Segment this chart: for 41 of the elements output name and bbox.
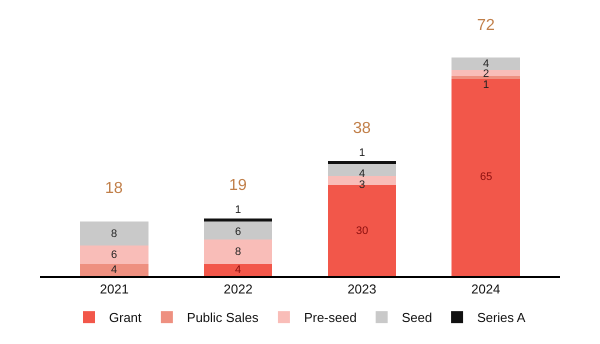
total-label: 72 [477, 17, 495, 34]
data-label: 1 [483, 79, 490, 91]
bar [452, 58, 520, 70]
bar [328, 160, 396, 164]
x-tick-label: 2021 [100, 281, 129, 296]
bar [452, 70, 520, 76]
data-label: 30 [356, 225, 368, 237]
x-tick-label: 2023 [347, 281, 376, 296]
legend-label: Seed [402, 310, 432, 326]
bar [204, 221, 272, 240]
bar [328, 164, 396, 176]
legend-label: Grant [109, 310, 142, 326]
data-label: 65 [480, 171, 492, 183]
data-label: 4 [483, 58, 490, 70]
bar [452, 76, 520, 79]
total-label: 38 [353, 120, 371, 137]
data-label: 1 [359, 147, 366, 159]
x-tick-label: 2022 [224, 281, 253, 296]
data-label: 3 [359, 179, 366, 191]
bar [80, 264, 148, 276]
bar [80, 246, 148, 264]
data-label: 4 [235, 264, 242, 276]
data-label: 1 [235, 204, 242, 216]
bar [204, 240, 272, 264]
x-tick-label: 2024 [471, 281, 500, 296]
total-label: 18 [105, 180, 123, 197]
legend-label: Series A [477, 310, 526, 326]
legend-label: Public Sales [186, 310, 259, 326]
legend-label: Pre-seed [304, 310, 357, 326]
data-label: 8 [235, 246, 242, 258]
bar [204, 264, 272, 276]
data-label: 6 [235, 226, 242, 238]
data-label: 4 [359, 168, 366, 180]
data-label: 6 [111, 249, 118, 261]
bar [80, 221, 148, 246]
data-label: 8 [111, 228, 118, 240]
bar [452, 78, 520, 276]
data-label: 4 [111, 264, 118, 276]
total-label: 19 [229, 177, 247, 194]
data-label: 2 [483, 68, 490, 80]
bar [204, 218, 272, 222]
